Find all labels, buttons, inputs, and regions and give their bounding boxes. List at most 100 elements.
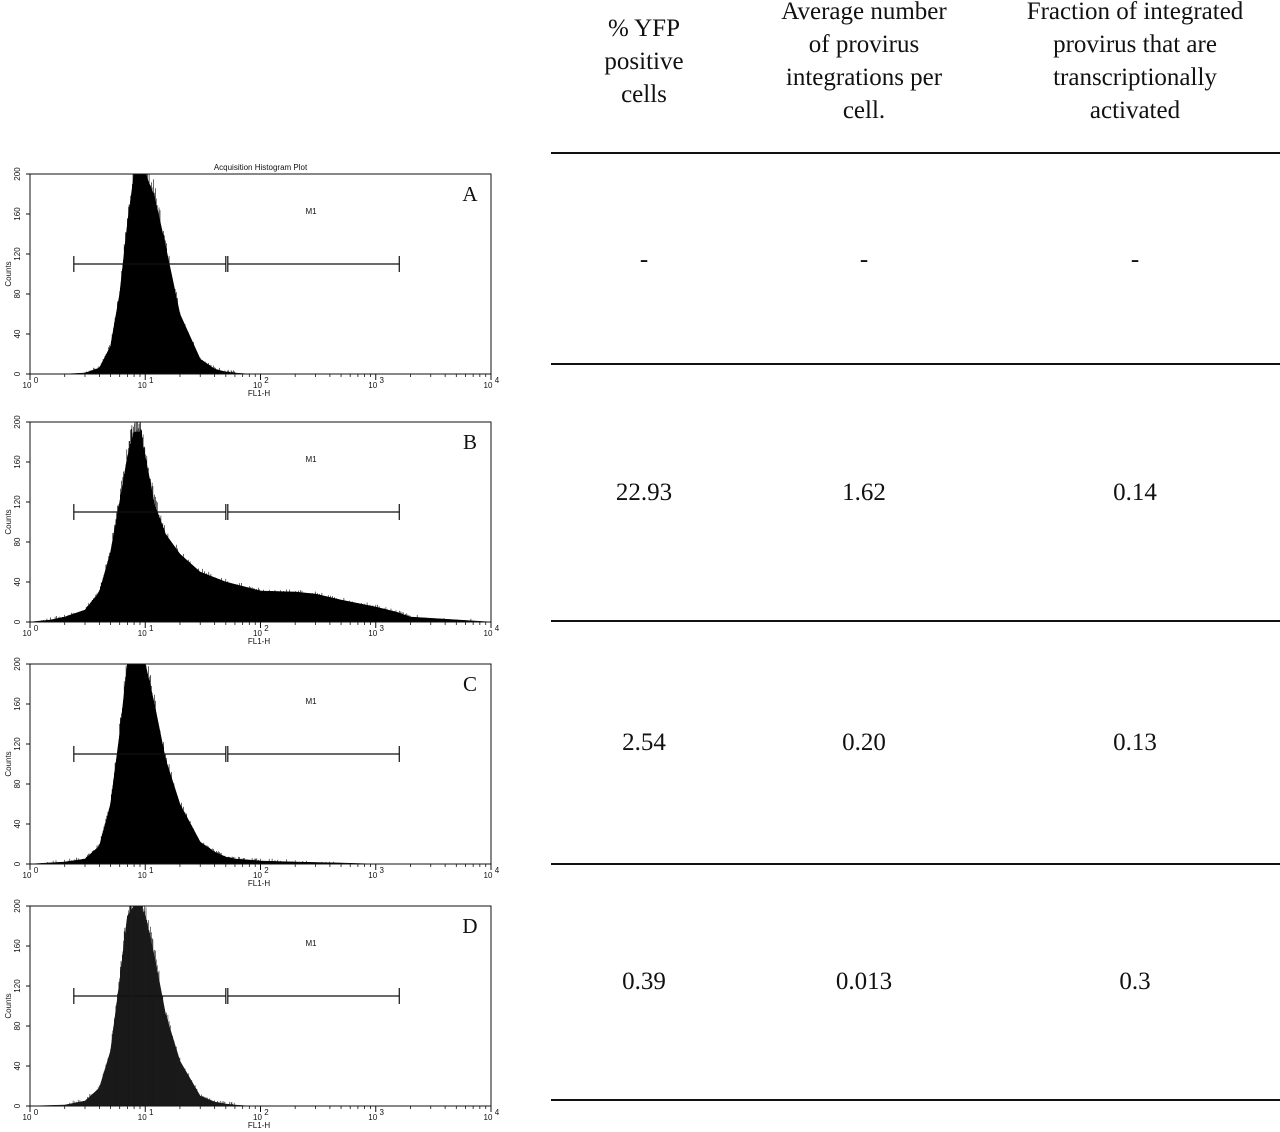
cell-a-fraction: - — [1130, 246, 1140, 273]
gate-marker — [73, 988, 400, 1004]
histogram-spikes — [46, 664, 342, 864]
cell-b-yfp: 22.93 — [615, 479, 673, 506]
y-tick-label: 0 — [13, 371, 22, 376]
x-axis-label: FL1-H — [248, 1121, 270, 1130]
histogram-b-svg: 04080120160200Counts100101102103104FL1-H… — [4, 415, 500, 646]
x-tick-exponent: 0 — [34, 376, 39, 385]
histogram-d-svg: 04080120160200Counts100101102103104FL1-H… — [4, 899, 500, 1130]
x-tick-exponent: 1 — [149, 1108, 154, 1117]
y-tick-label: 120 — [13, 495, 22, 509]
x-tick-exponent: 4 — [495, 624, 500, 633]
cell-b-fraction: 0.14 — [1113, 479, 1157, 506]
panel-letter: A — [462, 182, 478, 206]
gate-label-m1: M1 — [305, 207, 317, 216]
cell-a-integrations: - — [859, 246, 869, 273]
gate-marker — [73, 746, 400, 762]
x-tick-label: 10 — [368, 381, 377, 390]
table-rule-header — [551, 152, 1280, 154]
cell-b-integrations: 1.62 — [842, 479, 886, 506]
gate-marker — [73, 504, 400, 520]
x-tick-label: 10 — [138, 381, 147, 390]
y-tick-label: 120 — [13, 979, 22, 993]
histogram-spikes — [41, 422, 472, 622]
x-tick-exponent: 4 — [495, 1108, 500, 1117]
panel-letter: B — [463, 430, 477, 454]
y-axis-label: Counts — [4, 993, 13, 1018]
histogram-c-svg: 04080120160200Counts100101102103104FL1-H… — [4, 657, 500, 888]
y-tick-label: 160 — [13, 207, 22, 221]
y-axis-label: Counts — [4, 261, 13, 286]
x-tick-label: 10 — [253, 629, 262, 638]
histogram-spikes — [66, 906, 236, 1106]
y-tick-label: 160 — [13, 939, 22, 953]
x-tick-exponent: 3 — [380, 376, 385, 385]
x-tick-label: 10 — [253, 871, 262, 880]
y-axis-label: Counts — [4, 509, 13, 534]
y-tick-label: 40 — [13, 1061, 22, 1070]
plot-frame — [29, 905, 492, 1107]
y-tick-label: 80 — [13, 779, 22, 788]
gate-marker — [73, 256, 400, 272]
y-tick-label: 80 — [13, 1021, 22, 1030]
x-tick-label: 10 — [484, 629, 493, 638]
x-tick-exponent: 3 — [380, 624, 385, 633]
x-tick-exponent: 1 — [149, 376, 154, 385]
header-yfp-positive: % YFP positive cells — [604, 15, 684, 108]
x-tick-label: 10 — [23, 1113, 32, 1122]
x-tick-label: 10 — [253, 1113, 262, 1122]
plot-frame — [29, 663, 492, 865]
histogram-spikes — [84, 174, 236, 374]
header-fraction-activated: Fraction of integrated provirus that are… — [1026, 0, 1244, 124]
gate-label-m1: M1 — [305, 697, 317, 706]
y-tick-label: 40 — [13, 577, 22, 586]
x-tick-exponent: 0 — [34, 866, 39, 875]
x-tick-label: 10 — [368, 871, 377, 880]
cell-a-yfp: - — [639, 246, 649, 273]
y-tick-label: 40 — [13, 329, 22, 338]
table-rule-row-c — [551, 863, 1280, 865]
y-tick-label: 200 — [13, 657, 22, 671]
gate-label-m1: M1 — [305, 939, 317, 948]
cell-d-yfp: 0.39 — [622, 968, 666, 995]
x-tick-exponent: 1 — [149, 624, 154, 633]
table-rule-bottom — [551, 1099, 1280, 1101]
histogram-panel-b: 0 40 80 120 160 200 Counts 10 0 10 1 10 2 10 3 10 4 FL1-H… — [0, 408, 510, 648]
y-tick-label: 200 — [13, 899, 22, 913]
x-tick-label: 10 — [368, 1113, 377, 1122]
x-tick-label: 10 — [138, 629, 147, 638]
x-tick-exponent: 4 — [495, 376, 500, 385]
cell-c-integrations: 0.20 — [842, 729, 886, 756]
x-tick-label: 10 — [23, 629, 32, 638]
y-axis-label: Counts — [4, 751, 13, 776]
plot-frame — [29, 173, 492, 375]
x-tick-label: 10 — [138, 1113, 147, 1122]
x-tick-label: 10 — [484, 1113, 493, 1122]
x-tick-exponent: 0 — [34, 1108, 39, 1117]
x-tick-exponent: 2 — [264, 376, 269, 385]
x-tick-exponent: 0 — [34, 624, 39, 633]
y-tick-label: 40 — [13, 819, 22, 828]
histogram-area — [30, 173, 491, 375]
x-tick-label: 10 — [138, 871, 147, 880]
y-tick-label: 120 — [13, 247, 22, 261]
panel-letter: C — [463, 672, 477, 696]
x-axis-label: FL1-H — [248, 637, 270, 646]
x-axis-label: FL1-H — [248, 389, 270, 398]
x-tick-exponent: 3 — [380, 1108, 385, 1117]
y-tick-label: 0 — [13, 861, 22, 866]
table-rule-row-b — [551, 620, 1280, 622]
histogram-panel-d: 0 40 80 120 160 200 Counts 10 0 10 1 10 2 10 3 10 4 FL1-H… — [0, 892, 510, 1132]
histogram-panel-a: Acquisition Histogram Plot 0 40 80 120 160 200… — [0, 160, 510, 400]
x-tick-exponent: 2 — [264, 624, 269, 633]
y-tick-label: 120 — [13, 737, 22, 751]
y-tick-label: 200 — [13, 415, 22, 429]
table-rule-row-a — [551, 363, 1280, 365]
y-tick-label: 80 — [13, 537, 22, 546]
histogram-panel-c: 0 40 80 120 160 200 Counts 10 0 10 1 10 2 10 3 10 4 FL1-H… — [0, 650, 510, 890]
header-avg-integrations: Average number of provirus integrations … — [781, 0, 947, 124]
x-tick-label: 10 — [253, 381, 262, 390]
x-tick-exponent: 4 — [495, 866, 500, 875]
y-tick-label: 200 — [13, 167, 22, 181]
y-tick-label: 80 — [13, 289, 22, 298]
cell-c-yfp: 2.54 — [622, 729, 666, 756]
